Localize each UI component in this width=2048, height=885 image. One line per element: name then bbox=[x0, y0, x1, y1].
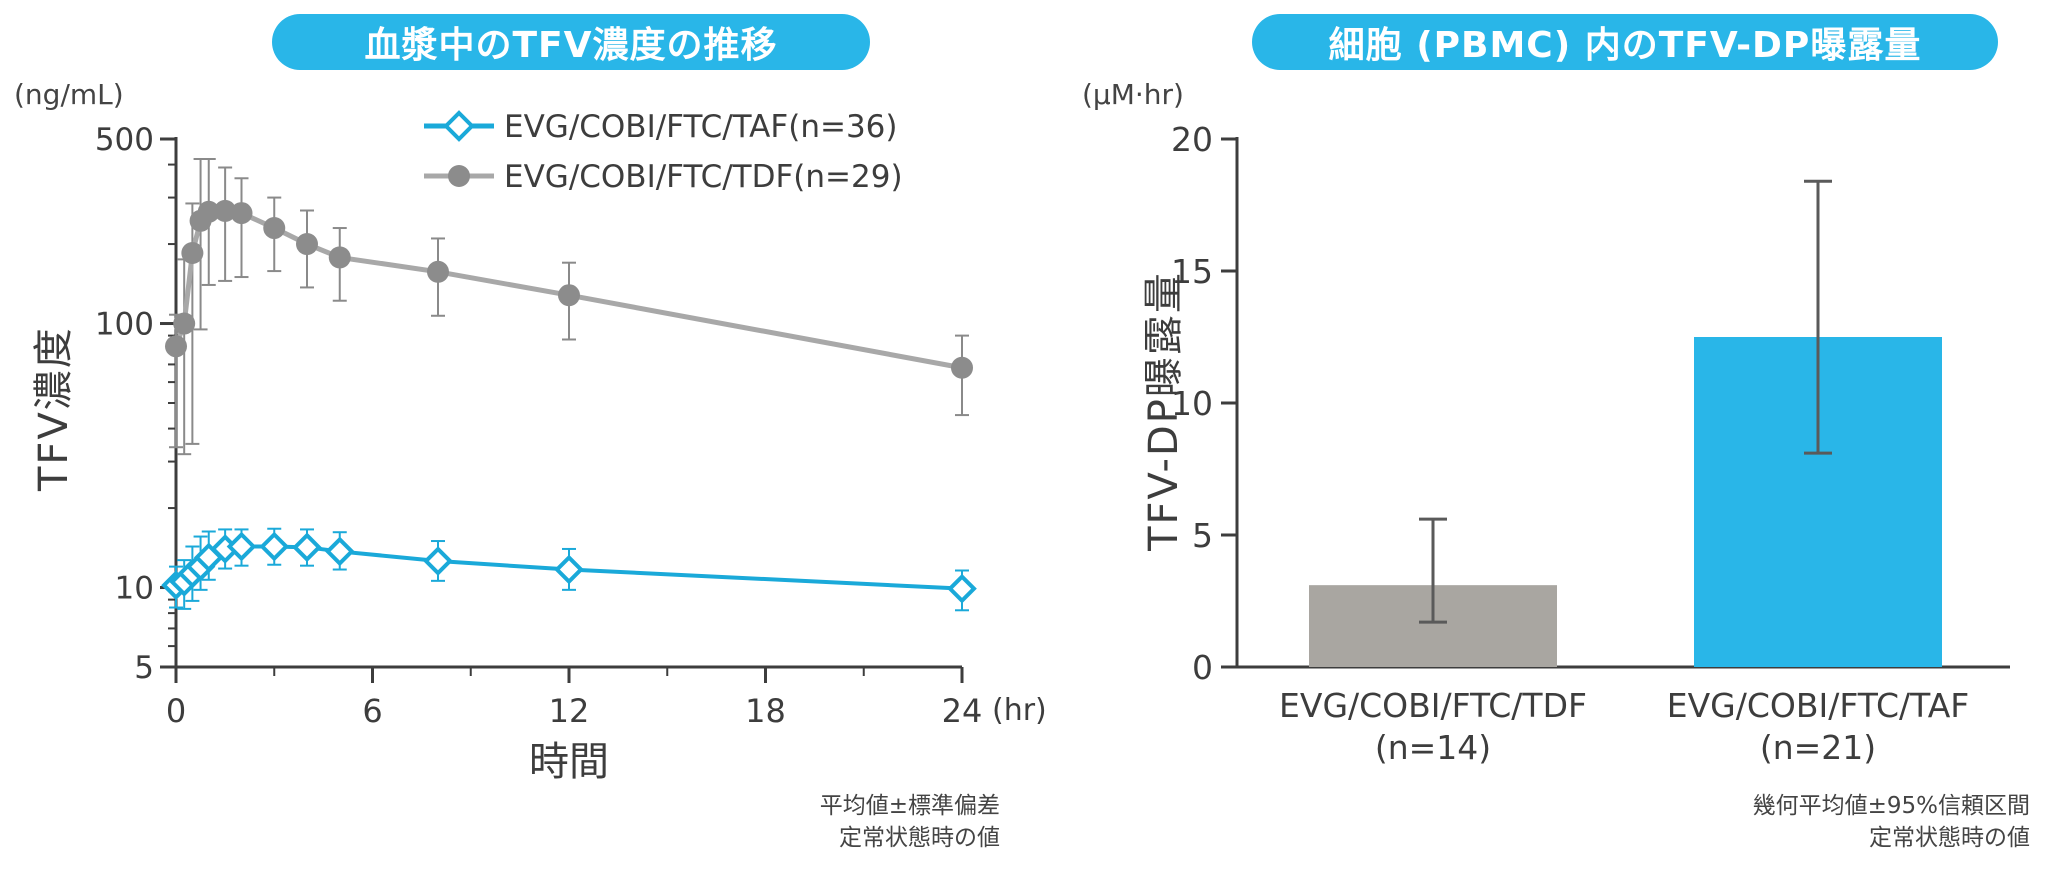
data-point bbox=[951, 356, 973, 379]
left-y-tick-label: 100 bbox=[95, 307, 154, 343]
left-y-tick-label: 10 bbox=[115, 571, 154, 607]
right-note-line2: 定常状態時の値 bbox=[1869, 825, 2030, 851]
data-point bbox=[427, 260, 449, 283]
right-y-tick-label: 5 bbox=[1192, 516, 1213, 555]
left-y-tick-label: 500 bbox=[95, 122, 154, 158]
right-bar-chart: 0 5 10 15 20 EVG/COBI/FTC/TDF(n=14) EVG/COBI/F… bbox=[1171, 120, 2010, 767]
series-tdf bbox=[165, 157, 973, 456]
left-note-line1: 平均値±標準偏差 bbox=[819, 793, 1000, 819]
left-note-line2: 定常状態時の値 bbox=[839, 825, 1000, 851]
data-point bbox=[947, 573, 977, 604]
data-point bbox=[197, 200, 220, 223]
right-y-unit: (μM·hr) bbox=[1082, 78, 1184, 111]
right-y-tick-label: 15 bbox=[1171, 252, 1213, 291]
data-point bbox=[259, 531, 290, 562]
bar-category-label: EVG/COBI/FTC/TAF bbox=[1667, 686, 1970, 725]
left-chart-title: 血漿中のTFV濃度の推移 bbox=[272, 14, 870, 70]
right-y-tick-label: 10 bbox=[1171, 384, 1213, 423]
data-point bbox=[181, 241, 204, 264]
bar-category-sublabel: (n=21) bbox=[1760, 728, 1876, 767]
left-x-tick-label: 6 bbox=[362, 692, 382, 730]
legend-item-tdf: EVG/COBI/FTC/TDF(n=29) bbox=[424, 159, 903, 195]
legend-label: EVG/COBI/FTC/TDF(n=29) bbox=[504, 159, 903, 195]
left-stat-note: 平均値±標準偏差 定常状態時の値 bbox=[600, 790, 1000, 854]
right-y-tick-label: 20 bbox=[1171, 120, 1213, 159]
left-y-unit: (ng/mL) bbox=[14, 78, 124, 111]
left-x-tick-label: 24 bbox=[942, 692, 983, 730]
right-stat-note: 幾何平均値±95%信頼区間 定常状態時の値 bbox=[1530, 790, 2030, 854]
data-point bbox=[165, 335, 187, 358]
data-point bbox=[230, 202, 253, 225]
data-point bbox=[328, 246, 351, 269]
data-point bbox=[324, 536, 355, 567]
data-point bbox=[173, 312, 196, 335]
data-point bbox=[554, 554, 584, 585]
left-line-chart: 5 10 100 500 0 6 12 18 24 (hr) 時間 EVG/COBI/FTC/TAF(… bbox=[95, 109, 1047, 785]
left-x-axis-label: 時間 bbox=[529, 739, 609, 785]
left-x-tick-label: 12 bbox=[549, 692, 590, 730]
left-x-tick-label: 0 bbox=[166, 692, 186, 730]
right-chart-title: 細胞 (PBMC) 内のTFV-DP曝露量 bbox=[1252, 14, 1998, 70]
bar-category-sublabel: (n=14) bbox=[1375, 728, 1491, 767]
right-y-tick-label: 0 bbox=[1192, 648, 1213, 687]
legend-marker bbox=[448, 165, 470, 187]
legend-item-taf: EVG/COBI/FTC/TAF(n=36) bbox=[424, 109, 897, 145]
left-y-tick-label: 5 bbox=[134, 650, 154, 686]
left-x-tick-label: 18 bbox=[745, 692, 786, 730]
left-x-unit: (hr) bbox=[992, 693, 1047, 728]
bar-category-label: EVG/COBI/FTC/TDF bbox=[1279, 686, 1587, 725]
legend-marker bbox=[443, 110, 475, 142]
legend-label: EVG/COBI/FTC/TAF(n=36) bbox=[504, 109, 897, 145]
data-point bbox=[296, 233, 318, 256]
data-point bbox=[214, 199, 237, 222]
data-point bbox=[423, 546, 453, 576]
data-point bbox=[263, 217, 286, 240]
data-point bbox=[292, 532, 322, 563]
data-point bbox=[226, 531, 257, 562]
data-point bbox=[558, 284, 580, 307]
series-taf bbox=[161, 527, 977, 612]
right-note-line1: 幾何平均値±95%信頼区間 bbox=[1752, 793, 2030, 819]
